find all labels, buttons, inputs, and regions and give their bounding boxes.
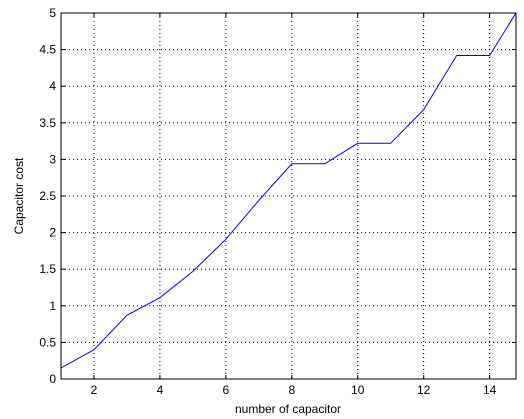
y-tick-label: 2.5 (39, 189, 56, 203)
y-axis-label: Capacitor cost (12, 157, 26, 234)
y-tick-label: 2 (49, 226, 56, 240)
x-tick-label: 2 (91, 383, 98, 397)
x-tick-label: 8 (288, 383, 295, 397)
y-tick-label: 1 (49, 299, 56, 313)
series-lines (60, 12, 517, 369)
series-line (60, 12, 517, 369)
plot-background (61, 13, 516, 379)
y-tick-label: 0.5 (39, 335, 56, 349)
x-tick-label: 4 (157, 383, 164, 397)
y-tick-label: 1.5 (39, 262, 56, 276)
y-ticks: 0 0.5 1 1.5 2 2.5 3 3.5 4 4.5 5 (39, 6, 516, 386)
y-tick-label: 5 (49, 6, 56, 20)
x-tick-label: 12 (417, 383, 431, 397)
grid-lines (61, 13, 516, 379)
x-tick-label: 14 (483, 383, 497, 397)
x-tick-label: 10 (351, 383, 365, 397)
y-tick-label: 3 (49, 152, 56, 166)
y-tick-label: 3.5 (39, 116, 56, 130)
y-tick-label: 0 (49, 372, 56, 386)
x-ticks: 2 4 6 8 10 12 14 (91, 13, 497, 397)
plot-frame (60, 12, 517, 380)
x-axis-label: number of capacitor (235, 402, 341, 416)
y-tick-label: 4.5 (39, 43, 56, 57)
y-tick-label: 4 (49, 79, 56, 93)
x-tick-label: 6 (223, 383, 230, 397)
